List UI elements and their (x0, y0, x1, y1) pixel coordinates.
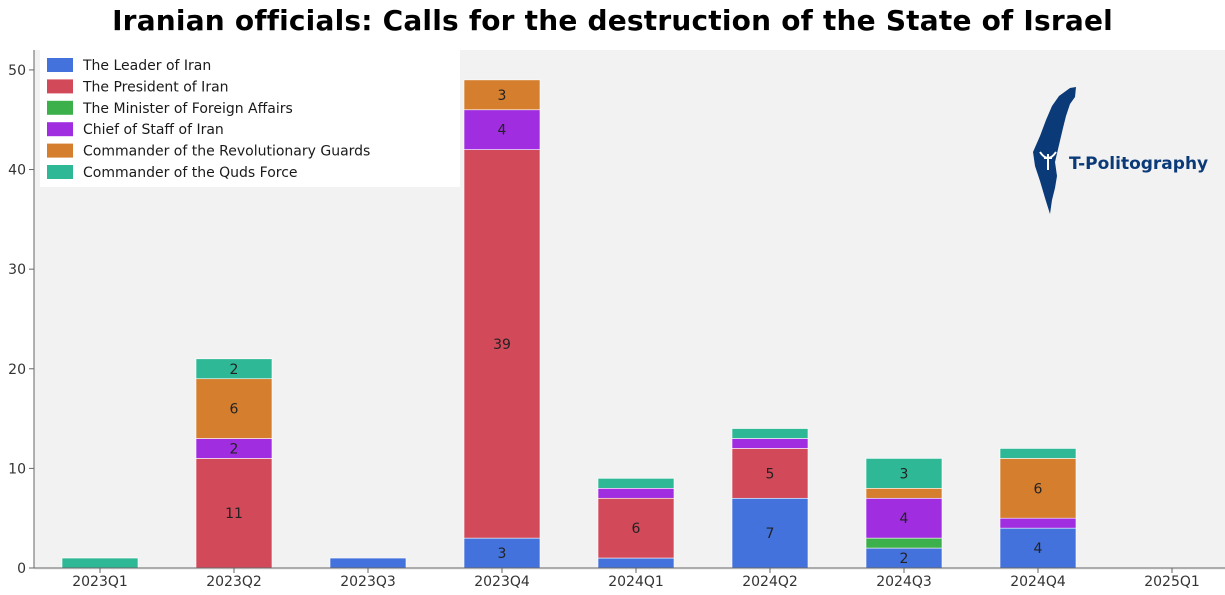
bar-segment-2023q4-the-president-of-iran (463, 149, 541, 539)
legend-label-the-president-of-iran: The President of Iran (82, 79, 229, 95)
chart-title: Iranian officials: Calls for the destruc… (112, 4, 1113, 37)
bar-segment-2024q2-commander-of-the-quds-force (731, 428, 809, 439)
bars-layer (61, 79, 1077, 569)
data-label: 4 (900, 511, 909, 527)
x-tick-label: 2024Q3 (876, 574, 932, 590)
bar-segment-2024q4-chief-of-staff-of-iran (999, 517, 1077, 529)
legend-background (40, 50, 460, 187)
data-label: 7 (766, 526, 775, 542)
bar-segment-2024q2-chief-of-staff-of-iran (731, 438, 809, 449)
y-tick-label: 40 (8, 163, 26, 179)
israel-map-icon (1033, 87, 1076, 214)
y-tick-label: 10 (8, 461, 26, 477)
bar-segment-2023q2-the-president-of-iran (195, 458, 273, 569)
data-label: 11 (225, 506, 243, 522)
bar-segment-2024q3-the-minister-of-foreign-affairs (865, 537, 943, 549)
bar-segment-2023q2-commander-of-the-revolutionary-guards (195, 378, 273, 439)
t-politography-logo: T-Politography (1033, 87, 1208, 214)
data-label: 3 (498, 546, 507, 562)
bar-segment-2023q1-commander-of-the-quds-force (61, 557, 139, 569)
data-label: 4 (1034, 541, 1043, 557)
legend-swatch-commander-of-the-quds-force (47, 165, 73, 179)
bar-segment-2023q4-the-leader-of-iran (463, 537, 541, 569)
data-label: 6 (230, 402, 239, 418)
data-labels-layer: 11 2 6 2 3 39 4 3 6 7 5 2 4 3 4 6 (225, 88, 1042, 567)
legend-swatch-the-minister-of-foreign-affairs (47, 100, 73, 115)
data-label: 3 (498, 88, 507, 104)
x-tick-label: 2023Q3 (340, 574, 396, 590)
y-tick-label: 30 (8, 262, 26, 278)
bar-segment-2024q4-the-leader-of-iran (999, 527, 1077, 569)
legend-label-chief-of-staff-of-iran: Chief of Staff of Iran (83, 122, 224, 138)
legend-swatch-the-president-of-iran (47, 79, 73, 94)
axis-layer: 0 10 20 30 40 50 2023Q1 2023Q2 2023Q3 2023Q4 2024Q… (8, 50, 1225, 590)
bar-segment-2024q4-commander-of-the-quds-force (999, 448, 1077, 459)
legend-swatch-the-leader-of-iran (47, 58, 73, 72)
data-label: 3 (900, 466, 909, 482)
data-label: 4 (498, 123, 507, 139)
bar-segment-2024q1-the-leader-of-iran (597, 557, 675, 569)
bar-segment-2023q3-the-leader-of-iran (329, 557, 407, 569)
x-tick-label: 2024Q2 (742, 574, 798, 590)
x-tick-label: 2023Q1 (72, 574, 128, 590)
x-tick-label: 2024Q1 (608, 574, 664, 590)
bar-segment-2024q2-the-president-of-iran (731, 448, 809, 499)
data-label: 2 (230, 362, 239, 378)
data-label: 2 (230, 441, 239, 457)
bar-segment-2024q1-commander-of-the-quds-force (597, 478, 675, 489)
bar-segment-2024q2-the-leader-of-iran (731, 497, 809, 569)
x-tick-label: 2023Q4 (474, 574, 530, 590)
trident-emblem-icon (1039, 151, 1057, 170)
bar-segment-2023q2-commander-of-the-quds-force (195, 358, 273, 380)
bar-segment-2024q1-chief-of-staff-of-iran (597, 488, 675, 499)
x-tick-label: 2024Q4 (1010, 574, 1066, 590)
legend-label-the-leader-of-iran: The Leader of Iran (82, 58, 211, 74)
data-label: 6 (632, 521, 641, 537)
legend-swatch-chief-of-staff-of-iran (47, 122, 73, 137)
bar-segment-2023q4-commander-of-the-revolutionary-guards (463, 79, 541, 111)
legend-label-commander-of-the-quds-force: Commander of the Quds Force (83, 165, 298, 181)
legend: The Leader of Iran The President of Iran T… (40, 50, 460, 187)
x-tick-label: 2023Q2 (206, 574, 262, 590)
data-label: 5 (766, 466, 775, 482)
legend-label-the-minister-of-foreign-affairs: The Minister of Foreign Affairs (82, 101, 293, 117)
legend-label-commander-of-the-revolutionary-guards: Commander of the Revolutionary Guards (83, 144, 370, 160)
data-label: 6 (1034, 481, 1043, 497)
y-tick-label: 50 (8, 63, 26, 79)
y-tick-label: 0 (17, 561, 26, 577)
y-tick-label: 20 (8, 362, 26, 378)
data-label: 39 (493, 337, 511, 353)
data-label: 2 (900, 551, 909, 567)
x-tick-label: 2025Q1 (1144, 574, 1200, 590)
bar-segment-2024q3-commander-of-the-revolutionary-guards (865, 488, 943, 499)
legend-swatch-commander-of-the-revolutionary-guards (47, 143, 73, 158)
bar-segment-2024q3-commander-of-the-quds-force (865, 458, 943, 489)
logo-text: T-Politography (1069, 154, 1208, 174)
